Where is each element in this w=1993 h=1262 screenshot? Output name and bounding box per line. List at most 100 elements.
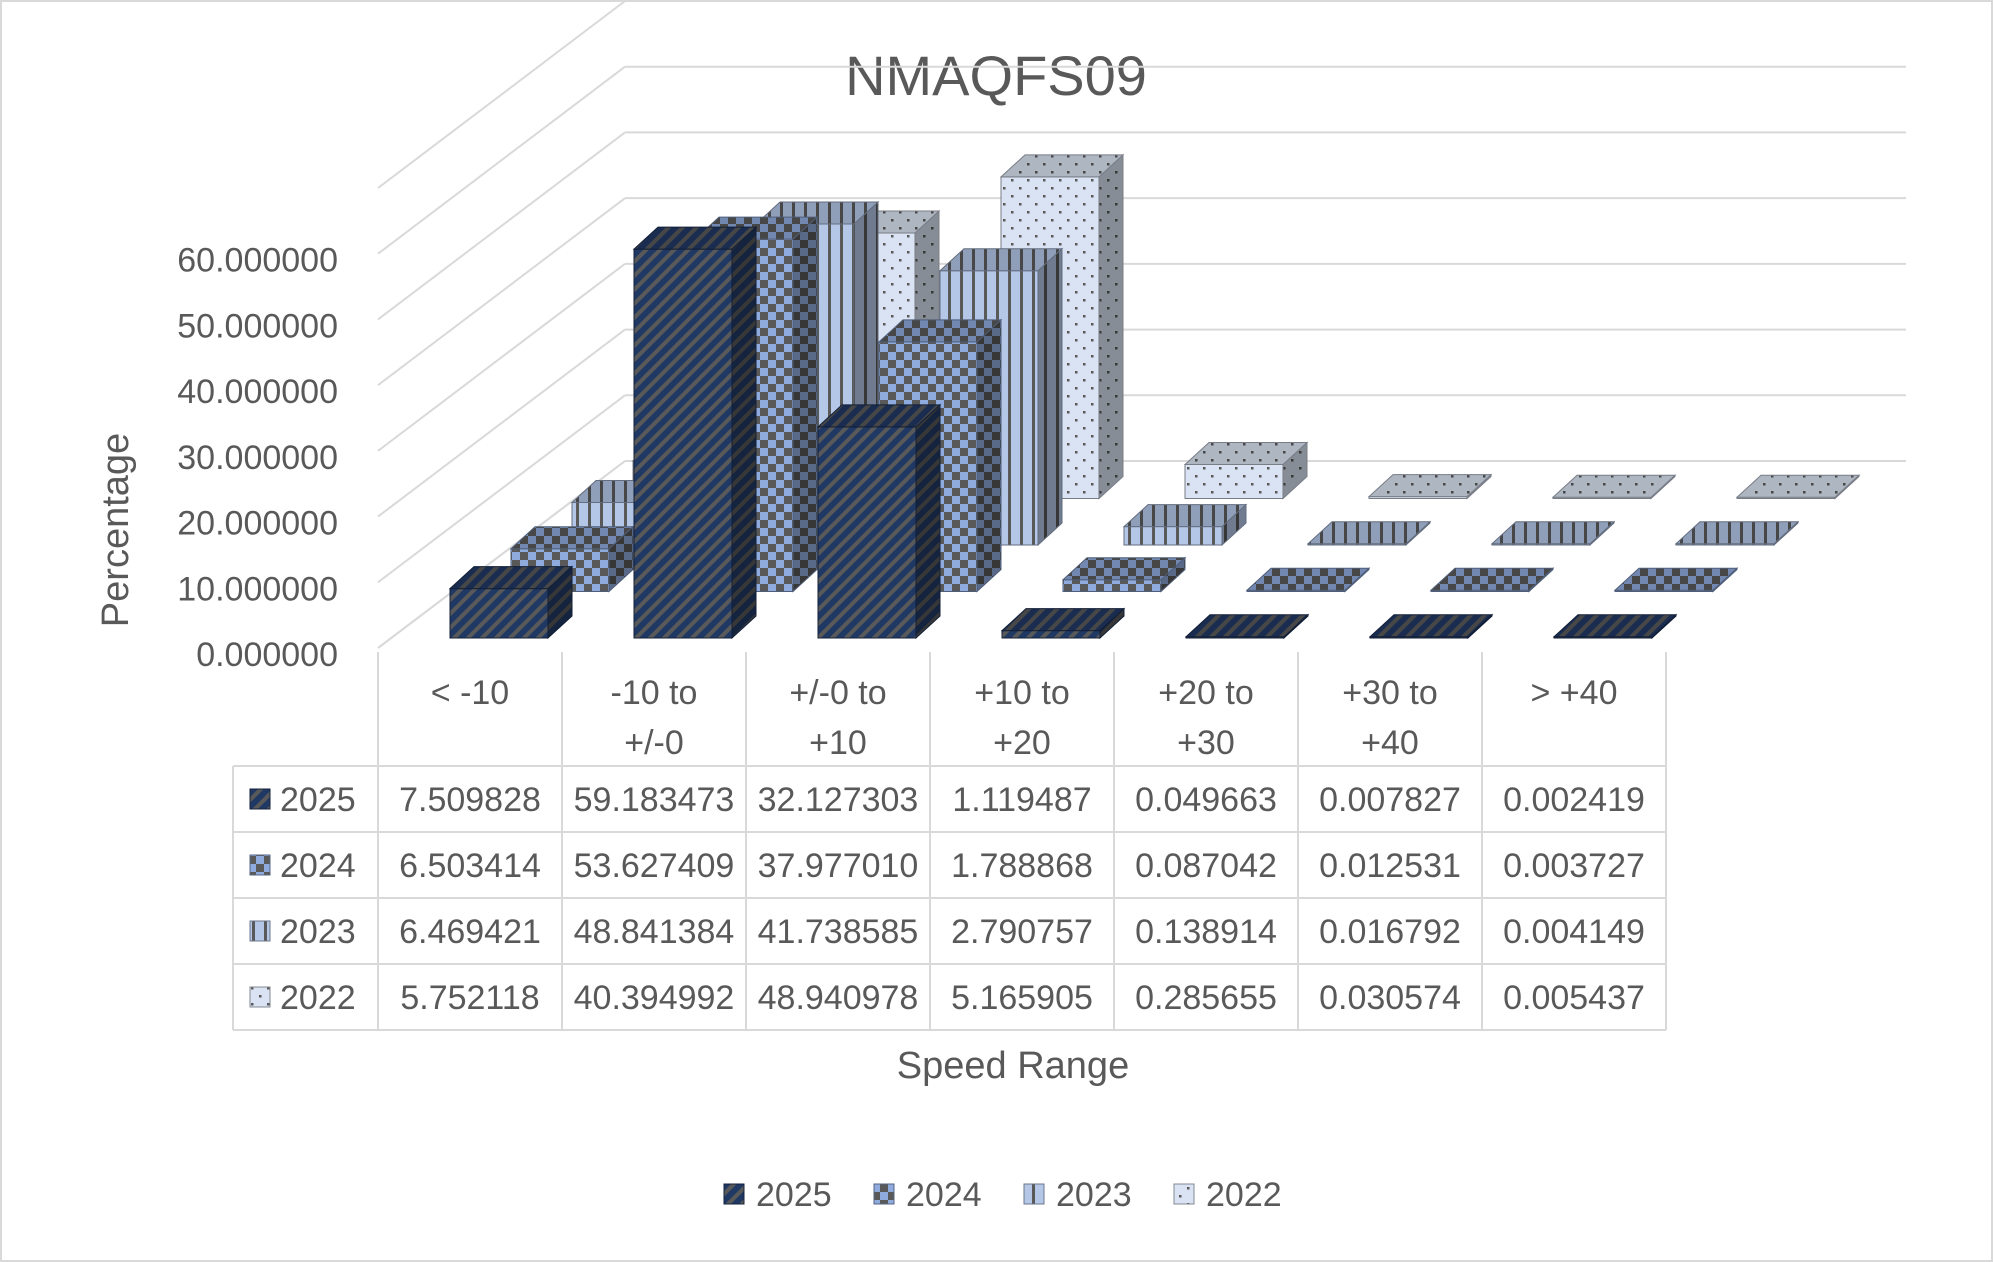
bar — [1551, 474, 1677, 500]
bar — [1735, 474, 1861, 500]
table-cell: 0.012531 — [1319, 847, 1461, 885]
legend-item: 2022 — [1173, 1176, 1282, 1214]
table-series-name: 2025 — [280, 781, 356, 819]
bar-top — [1368, 614, 1494, 638]
bar-top — [1429, 567, 1555, 591]
bar-side — [1037, 247, 1063, 547]
bar — [1306, 520, 1432, 547]
y-tick-label: 60.000000 — [177, 242, 338, 280]
table-cell: 0.003727 — [1503, 847, 1645, 885]
bar — [1429, 567, 1555, 593]
table-cell: 5.752118 — [400, 979, 539, 1017]
bar-top — [509, 526, 635, 550]
legend-swatch — [873, 1183, 895, 1205]
category-label: < -10 — [431, 674, 509, 712]
y-tick-label: 40.000000 — [177, 373, 338, 411]
bar — [1184, 613, 1310, 640]
category-label: +10 to — [974, 674, 1069, 712]
side-gridline — [377, 394, 626, 584]
table-series-name: 2024 — [280, 847, 356, 885]
table-series-key — [249, 854, 271, 876]
y-tick-label: 50.000000 — [177, 307, 338, 345]
category-label: +30 — [1177, 724, 1235, 762]
side-gridline — [377, 328, 626, 518]
legend-swatch — [723, 1183, 745, 1205]
side-gridline — [377, 197, 626, 386]
legend-label: 2024 — [906, 1176, 982, 1214]
bars — [448, 153, 1861, 640]
table-cell: 48.841384 — [574, 913, 735, 951]
table-series-key — [249, 986, 271, 1008]
table-cell: 0.285655 — [1135, 979, 1277, 1017]
table-cell: 0.016792 — [1319, 913, 1461, 951]
table-cell: 0.138914 — [1135, 913, 1277, 951]
table-cell: 0.002419 — [1503, 781, 1645, 819]
bar-top — [1674, 521, 1800, 545]
table-series-name: 2023 — [280, 913, 356, 951]
table-cell: 6.503414 — [399, 847, 541, 885]
category-label: -10 to — [611, 674, 698, 712]
bar-front — [1001, 630, 1101, 639]
bar — [1674, 520, 1800, 547]
table-cell: 53.627409 — [574, 847, 735, 885]
bar-top — [1551, 474, 1677, 498]
category-label: +20 to — [1158, 674, 1253, 712]
bar-front — [817, 426, 917, 639]
legend-item: 2023 — [1023, 1176, 1132, 1214]
category-label: +30 to — [1342, 674, 1437, 712]
bar-top — [1306, 521, 1432, 545]
legend-item: 2025 — [723, 1176, 832, 1214]
y-axis: 0.000000 10.000000 20.000000 30.000000 40.00… — [177, 242, 338, 674]
y-axis-title: Percentage — [95, 433, 137, 627]
bar-top — [816, 404, 942, 428]
bar-top — [1613, 567, 1739, 591]
side-gridline — [377, 0, 626, 189]
table-series-key — [249, 920, 271, 942]
table-cell: 32.127303 — [758, 781, 919, 819]
category-label: +/-0 to — [789, 674, 886, 712]
side-gridline — [377, 65, 626, 255]
bar-front — [633, 248, 733, 639]
bar-front — [1062, 579, 1162, 592]
bar-top — [1183, 442, 1309, 466]
table-cell: 1.788868 — [951, 847, 1093, 885]
bar — [816, 403, 942, 640]
side-gridline — [377, 263, 626, 452]
table-cell: 0.005437 — [1503, 979, 1645, 1017]
legend-swatch — [1023, 1183, 1045, 1205]
table-cell: 0.087042 — [1135, 847, 1277, 885]
table-cell: 0.030574 — [1319, 979, 1461, 1017]
bar-side — [1098, 153, 1124, 500]
bar — [1367, 473, 1493, 500]
table-cell: 0.007827 — [1319, 781, 1461, 819]
bar — [1061, 556, 1187, 593]
bar-top — [632, 226, 758, 250]
bar — [1183, 441, 1309, 500]
bar-top — [1367, 474, 1493, 498]
y-tick-label: 30.000000 — [177, 439, 338, 477]
category-label: +20 — [993, 724, 1051, 762]
table-cell: 48.940978 — [758, 979, 919, 1017]
category-label: > +40 — [1531, 674, 1618, 712]
table-cell: 41.738585 — [758, 913, 919, 951]
table-cell: 59.183473 — [574, 781, 735, 819]
bar-top — [1245, 567, 1371, 591]
legend: 2025 2024 2023 2022 — [723, 1176, 1282, 1214]
bar-side — [976, 318, 1002, 593]
chart-title: NMAQFS09 — [845, 44, 1147, 107]
bar — [1552, 613, 1678, 640]
bar — [448, 565, 574, 640]
bar-top — [999, 154, 1125, 178]
bar-side — [731, 225, 757, 640]
bar-top — [877, 319, 1003, 343]
bar-side — [915, 403, 941, 640]
bar — [1490, 520, 1616, 547]
category-label: +/-0 — [624, 724, 684, 762]
bar-top — [938, 248, 1064, 272]
bar-top — [448, 566, 574, 590]
legend-label: 2023 — [1056, 1176, 1132, 1214]
y-tick-label: 0.000000 — [196, 636, 338, 674]
bar-front — [449, 588, 549, 639]
